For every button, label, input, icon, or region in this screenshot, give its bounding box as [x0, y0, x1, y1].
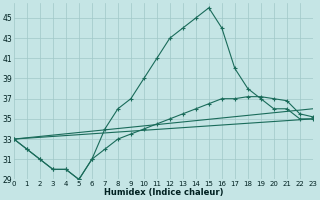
X-axis label: Humidex (Indice chaleur): Humidex (Indice chaleur)	[104, 188, 223, 197]
